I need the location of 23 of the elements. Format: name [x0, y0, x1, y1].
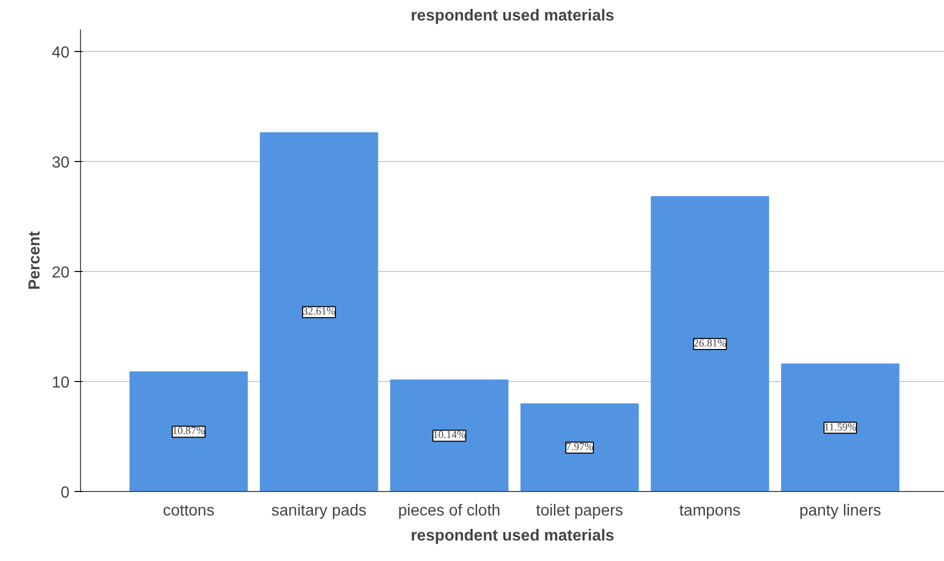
y-tick-label: 10: [52, 374, 70, 392]
bar: [260, 132, 378, 492]
chart-title: respondent used materials: [410, 8, 614, 24]
bar: [390, 379, 508, 492]
data-label: 26.81%: [694, 338, 726, 350]
bar: [650, 196, 770, 492]
x-axis-title: respondent used materials: [410, 528, 614, 544]
x-tick-label: tampons: [679, 502, 741, 520]
data-label: 7.97%: [566, 442, 594, 454]
y-tick-label: 20: [52, 264, 70, 282]
data-label: 32.61%: [302, 306, 336, 318]
y-tick-label: 30: [52, 154, 70, 172]
y-tick-label: 40: [52, 44, 70, 62]
x-tick-label: sanitary pads: [271, 502, 367, 520]
y-axis-title: Percent: [26, 230, 44, 290]
x-tick-label: toilet papers: [536, 502, 624, 520]
x-tick-label: cottons: [162, 502, 214, 520]
bar: [130, 371, 248, 492]
x-tick-label: pieces of cloth: [398, 502, 500, 520]
bar: [781, 364, 900, 492]
bar: [520, 403, 639, 492]
y-tick-label: 0: [60, 484, 70, 502]
x-tick-label: panty liners: [799, 502, 882, 520]
